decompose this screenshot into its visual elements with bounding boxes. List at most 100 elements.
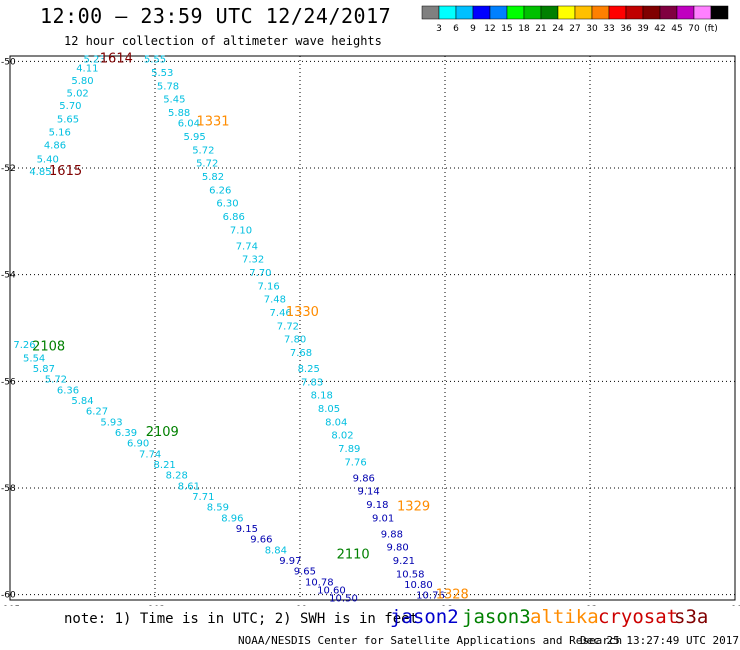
wave-height-point: 5.78 xyxy=(157,81,179,92)
pass-time-label: 2110 xyxy=(337,548,370,563)
scale-label: 42 xyxy=(654,24,665,34)
wave-height-point: 7.48 xyxy=(264,295,286,306)
legend-jason2: jason2 xyxy=(390,606,459,628)
chart-title: 12:00 — 23:59 UTC 12/24/2017 xyxy=(40,4,392,28)
wave-height-point: 5.16 xyxy=(49,128,71,139)
wave-height-point: 5.87 xyxy=(33,364,55,375)
wave-height-point: 9.80 xyxy=(387,543,409,554)
wave-height-point: 10.80 xyxy=(404,580,433,591)
wave-height-point: 5.84 xyxy=(71,396,93,407)
pass-time-label: 2108 xyxy=(32,340,65,355)
scale-label: 27 xyxy=(569,24,580,34)
wave-height-point: 5.55 xyxy=(144,55,166,66)
scale-label: 9 xyxy=(470,24,476,34)
wave-height-point: 8.84 xyxy=(265,545,287,556)
scale-label: 24 xyxy=(552,24,564,34)
scale-label: (ft) xyxy=(704,24,718,34)
altimeter-plot: -105 -102 -99 -96 -93 -90 -50 -52 -54 -56 -58 -60 4.… xyxy=(0,52,740,606)
y-tick-label: -58 xyxy=(1,484,16,494)
y-tick-label: -50 xyxy=(1,57,16,67)
wave-height-point: 8.05 xyxy=(318,404,340,415)
wave-height-point: 6.04 xyxy=(178,119,200,130)
scale-label: 70 xyxy=(688,24,700,34)
wave-height-point: 6.30 xyxy=(216,199,238,210)
wave-height-point: 5.70 xyxy=(59,101,81,112)
pass-time-label: 1331 xyxy=(196,115,229,130)
wave-height-point: 5.23 xyxy=(83,55,105,66)
scale-label: 21 xyxy=(535,24,546,34)
footer-note: note: 1) Time is in UTC; 2) SWH is in fe… xyxy=(64,611,419,627)
scale-label: 39 xyxy=(637,24,649,34)
wave-height-point: 8.28 xyxy=(166,471,188,482)
wave-height-point: 5.72 xyxy=(196,159,218,170)
y-tick-label: -60 xyxy=(1,591,16,601)
wave-height-point: 5.88 xyxy=(168,108,190,119)
generated-timestamp: Dec 25 13:27:49 UTC 2017 xyxy=(580,634,739,647)
wave-height-point: 6.36 xyxy=(57,385,79,396)
pass-time-label: 1330 xyxy=(286,305,319,320)
pass-time-label: 1615 xyxy=(49,164,82,179)
y-tick-label: -52 xyxy=(1,164,16,174)
wave-height-point: 7.32 xyxy=(242,255,264,266)
legend-altika: altika xyxy=(530,606,599,628)
wave-height-point: 4.85 xyxy=(29,167,51,178)
wave-height-point: 6.26 xyxy=(209,185,231,196)
wave-height-point: 4.86 xyxy=(44,141,66,152)
x-tick-label: -99 xyxy=(293,605,308,606)
wave-height-point: 10.60 xyxy=(317,585,346,596)
x-tick-label: -102 xyxy=(145,605,165,606)
wave-height-point: 5.45 xyxy=(163,95,185,106)
wave-height-point: 9.88 xyxy=(381,529,403,540)
wave-height-point: 7.89 xyxy=(338,444,360,455)
wave-height-point: 7.72 xyxy=(277,321,299,332)
wave-height-point: 7.74 xyxy=(236,241,258,252)
wave-height-point: 9.01 xyxy=(372,513,394,524)
wave-height-point: 8.18 xyxy=(311,391,333,402)
scale-label: 33 xyxy=(603,24,614,34)
pass-time-label: 1329 xyxy=(397,500,430,515)
scale-label: 3 xyxy=(436,24,442,34)
wave-height-point: 7.80 xyxy=(284,335,306,346)
pass-time-label: 2109 xyxy=(146,425,179,440)
scale-label: 6 xyxy=(453,24,459,34)
wave-height-color-scale: 3 6 9 12 15 18 21 24 27 30 33 36 39 42 45 70 (ft) xyxy=(421,5,729,34)
scale-label: 12 xyxy=(484,24,495,34)
chart-subtitle: 12 hour collection of altimeter wave hei… xyxy=(64,34,382,48)
wave-height-point: 6.90 xyxy=(127,439,149,450)
wave-height-point: 9.65 xyxy=(294,567,316,578)
legend-jason3: jason3 xyxy=(462,606,531,628)
wave-height-point: 6.27 xyxy=(86,407,108,418)
wave-height-point: 4.11 xyxy=(76,64,98,75)
wave-height-point: 8.02 xyxy=(331,431,353,442)
x-tick-label: -90 xyxy=(728,605,740,606)
wave-height-point: 9.18 xyxy=(366,500,388,511)
wave-height-point: 7.70 xyxy=(249,268,271,279)
wave-height-point: 9.97 xyxy=(279,556,301,567)
scale-label: 36 xyxy=(620,24,632,34)
wave-height-point: 5.93 xyxy=(100,417,122,428)
pass-time-label: 1328 xyxy=(436,588,469,603)
wave-height-point: 8.25 xyxy=(298,364,320,375)
pass-time-label: 1614 xyxy=(100,52,133,67)
wave-height-point: 5.54 xyxy=(23,353,45,364)
wave-height-point: 5.80 xyxy=(71,76,93,87)
wave-height-point: 5.72 xyxy=(45,375,67,386)
credit-line: NOAA/NESDIS Center for Satellite Applica… xyxy=(238,634,623,647)
wave-height-point: 6.86 xyxy=(223,212,245,223)
wave-height-point: 6.39 xyxy=(115,428,137,439)
wave-height-point: 8.21 xyxy=(154,460,176,471)
wave-height-point: 9.15 xyxy=(236,524,258,535)
wave-height-point: 8.59 xyxy=(207,503,229,514)
wave-height-point: 8.61 xyxy=(178,481,200,492)
wave-height-point: 9.14 xyxy=(358,487,380,498)
wave-height-point: 7.26 xyxy=(13,340,35,351)
wave-height-point: 9.21 xyxy=(393,556,415,567)
scale-label: 45 xyxy=(671,24,682,34)
wave-height-point: 8.96 xyxy=(221,513,243,524)
wave-height-point: 7.83 xyxy=(301,377,323,388)
wave-height-point: 7.68 xyxy=(290,348,312,359)
wave-height-point: 5.02 xyxy=(67,88,89,99)
wave-height-point: 5.53 xyxy=(151,68,173,79)
wave-height-point: 5.95 xyxy=(184,132,206,143)
y-tick-label: -56 xyxy=(1,377,16,387)
